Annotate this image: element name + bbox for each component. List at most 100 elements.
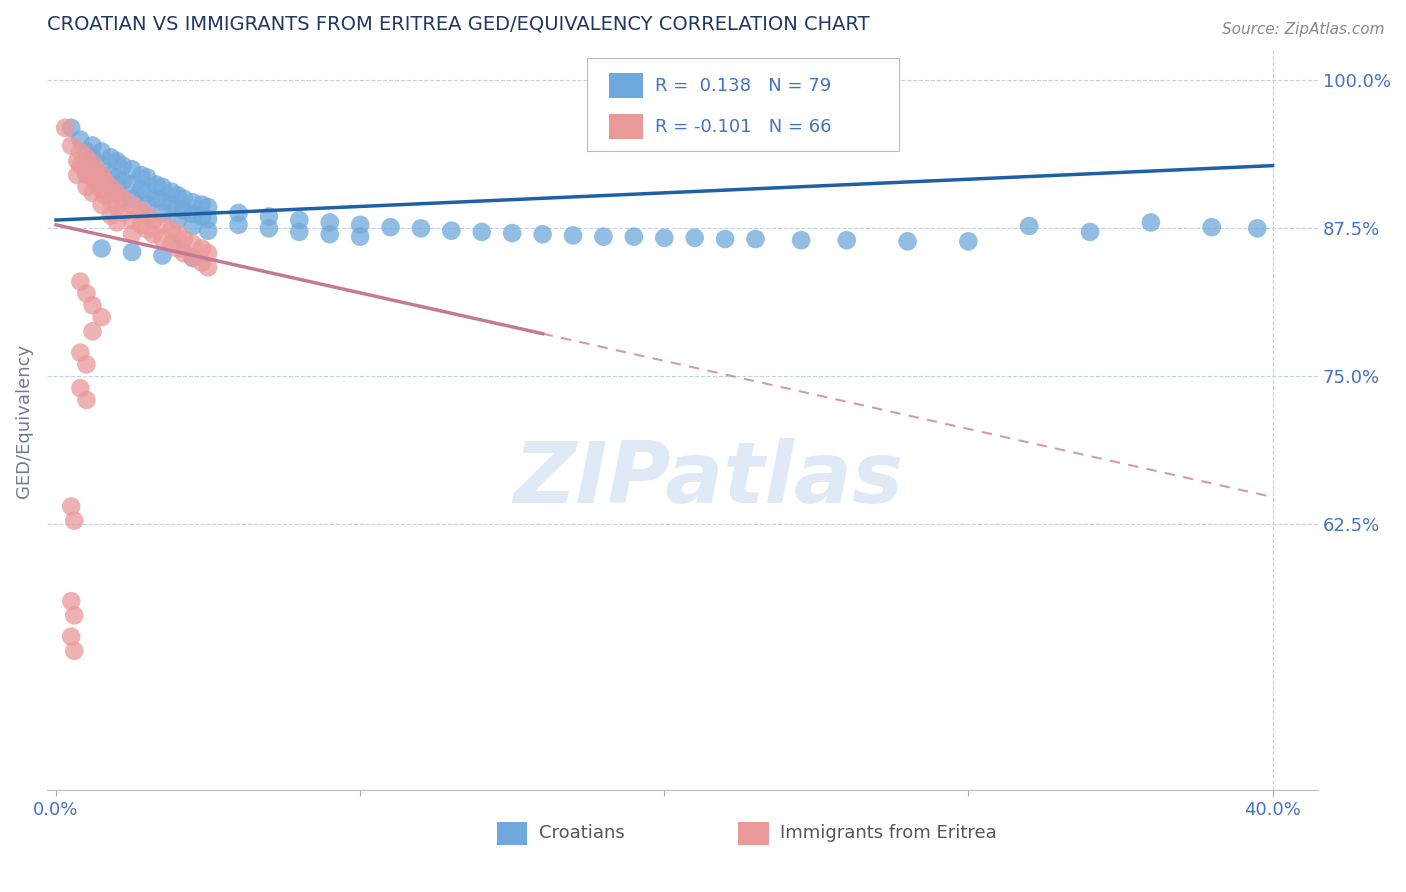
Point xyxy=(105,170,128,185)
Text: Immigrants from Eritrea: Immigrants from Eritrea xyxy=(780,824,997,842)
Point xyxy=(121,162,143,177)
Point xyxy=(683,231,706,245)
Point xyxy=(60,120,83,135)
Point xyxy=(100,168,122,182)
Point xyxy=(152,206,174,220)
Point xyxy=(111,192,134,206)
Point xyxy=(66,168,89,182)
Point xyxy=(173,232,195,246)
Point xyxy=(63,644,86,658)
Point xyxy=(121,178,143,192)
Point xyxy=(75,180,97,194)
Point xyxy=(349,218,371,232)
Point xyxy=(181,207,204,221)
Point xyxy=(90,182,112,196)
Point xyxy=(90,168,112,182)
Point xyxy=(75,392,97,407)
Point xyxy=(121,192,143,206)
Point xyxy=(75,358,97,372)
Point xyxy=(288,213,311,227)
Point xyxy=(82,138,104,153)
FancyBboxPatch shape xyxy=(496,822,527,846)
Point xyxy=(1201,220,1223,235)
Point xyxy=(105,215,128,229)
Point xyxy=(100,208,122,222)
FancyBboxPatch shape xyxy=(588,58,898,151)
Point xyxy=(136,197,159,211)
Point xyxy=(60,500,83,514)
Point xyxy=(1246,221,1268,235)
Point xyxy=(166,213,188,227)
Point xyxy=(75,286,97,301)
Point xyxy=(152,194,174,208)
Point xyxy=(75,145,97,159)
Y-axis label: GED/Equivalency: GED/Equivalency xyxy=(15,343,32,498)
Point xyxy=(129,182,152,196)
Point xyxy=(82,298,104,312)
FancyBboxPatch shape xyxy=(738,822,769,846)
Text: ZIPatlas: ZIPatlas xyxy=(513,438,903,521)
Point xyxy=(562,228,585,243)
Point xyxy=(105,153,128,168)
Point xyxy=(121,197,143,211)
Point xyxy=(105,186,128,200)
Point xyxy=(191,197,214,211)
Point xyxy=(84,162,107,177)
Text: R =  0.138   N = 79: R = 0.138 N = 79 xyxy=(655,77,831,95)
Point xyxy=(166,227,188,242)
Point xyxy=(63,608,86,623)
Point xyxy=(160,222,183,236)
Point xyxy=(197,211,219,226)
Point xyxy=(60,594,83,608)
Point xyxy=(152,218,174,232)
Point xyxy=(82,170,104,185)
Point xyxy=(181,195,204,210)
Point xyxy=(100,194,122,208)
Point xyxy=(166,242,188,256)
Point xyxy=(53,120,76,135)
Point xyxy=(228,206,250,220)
Point xyxy=(82,156,104,170)
Point xyxy=(136,170,159,185)
Point xyxy=(82,324,104,338)
Point xyxy=(90,242,112,256)
Point xyxy=(288,225,311,239)
Point xyxy=(835,233,858,247)
Point xyxy=(197,200,219,214)
Point xyxy=(111,159,134,173)
Point xyxy=(380,220,402,235)
Point xyxy=(1078,225,1101,239)
Point xyxy=(173,246,195,260)
Point xyxy=(90,159,112,173)
Point xyxy=(100,180,122,194)
FancyBboxPatch shape xyxy=(609,73,643,98)
Point xyxy=(319,215,342,229)
Point xyxy=(75,168,97,182)
Point xyxy=(75,150,97,164)
Point xyxy=(93,188,115,202)
Point xyxy=(1140,215,1163,229)
Point xyxy=(90,174,112,188)
Point xyxy=(60,630,83,644)
Point xyxy=(181,219,204,233)
Point xyxy=(145,178,167,192)
Point xyxy=(471,225,494,239)
Text: Croatians: Croatians xyxy=(538,824,624,842)
Point xyxy=(181,251,204,265)
Point xyxy=(191,210,214,224)
Point xyxy=(160,236,183,251)
Point xyxy=(592,229,614,244)
Point xyxy=(93,174,115,188)
Point xyxy=(173,192,195,206)
Point xyxy=(744,232,766,246)
Point xyxy=(121,245,143,260)
Point xyxy=(111,206,134,220)
Point xyxy=(60,138,83,153)
Point xyxy=(82,150,104,164)
Point xyxy=(319,227,342,242)
Point xyxy=(957,235,980,249)
Point xyxy=(69,132,91,146)
Point xyxy=(714,232,737,246)
Point xyxy=(100,150,122,164)
Point xyxy=(136,186,159,200)
